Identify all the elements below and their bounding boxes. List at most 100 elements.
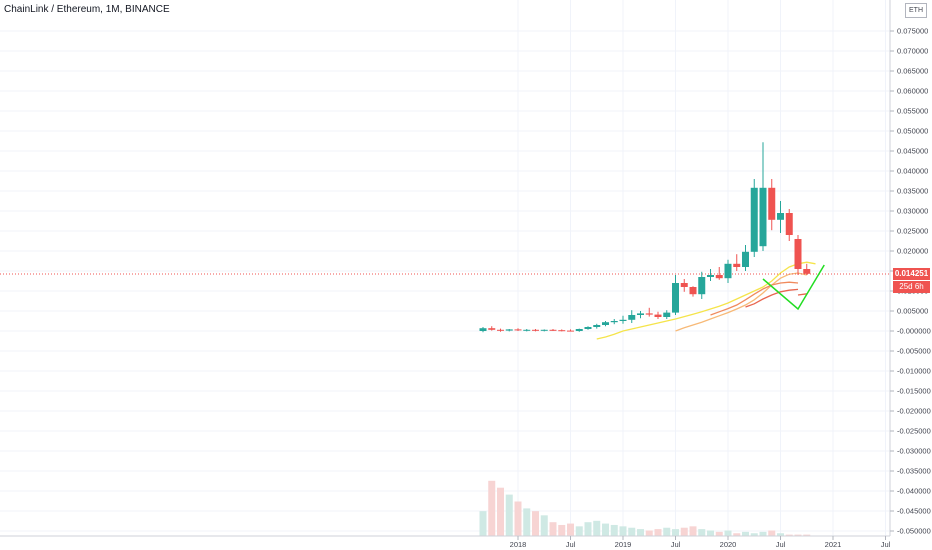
candle-body	[663, 312, 671, 317]
candle	[750, 179, 758, 257]
volume-bar	[602, 523, 609, 536]
volume-bar	[698, 529, 706, 536]
volume-bar	[777, 533, 784, 536]
volume-bar	[584, 522, 592, 536]
candle	[645, 307, 653, 317]
candle	[759, 142, 767, 251]
candle-body	[619, 319, 627, 321]
candle-body	[558, 330, 566, 332]
volume-bar	[497, 487, 504, 536]
candle-body	[523, 329, 531, 331]
volume-bar	[479, 511, 487, 536]
volume-bar	[654, 529, 662, 536]
volume-bar	[742, 531, 749, 536]
volume-bar	[680, 527, 688, 536]
candle-body	[777, 213, 784, 220]
candle-body	[768, 187, 776, 220]
candle-body	[742, 251, 749, 267]
candle-body	[803, 269, 811, 274]
price-tick-label: 0.075000	[897, 27, 928, 36]
price-tick-label: -0.000000	[897, 327, 931, 336]
price-tick-label: 0.040000	[897, 167, 928, 176]
candle-body	[672, 283, 679, 313]
volume-bar	[619, 526, 627, 536]
volume-bar	[532, 511, 539, 536]
candle	[803, 263, 811, 275]
moving-average-line	[710, 281, 799, 316]
candle	[672, 275, 679, 315]
time-tick-label: 2018	[510, 540, 527, 549]
volume-bar	[488, 480, 496, 536]
volume-bar	[549, 522, 557, 536]
candle-body	[628, 315, 636, 320]
candle-body	[593, 325, 601, 327]
candle	[680, 279, 688, 292]
price-tick-label: 0.055000	[897, 107, 928, 116]
time-tick-label: Jul	[776, 540, 786, 549]
time-tick-label: Jul	[881, 540, 891, 549]
time-tick-label: Jul	[566, 540, 576, 549]
price-scale[interactable]: 0.075000 0.070000 0.065000 0.060000 0.055000…	[890, 27, 931, 536]
volume-bar	[707, 530, 714, 536]
price-tick-label: -0.010000	[897, 367, 931, 376]
candle-body	[610, 321, 618, 323]
price-tick-label: 0.070000	[897, 47, 928, 56]
bar-countdown-tag: 25d 6h	[893, 281, 930, 293]
volume-bar	[768, 530, 776, 536]
price-tick-label: 0.020000	[897, 247, 928, 256]
candle-body	[750, 187, 758, 252]
candle-body	[514, 329, 522, 331]
candle	[602, 321, 609, 327]
candle-body	[759, 187, 767, 247]
volume-bar	[628, 527, 636, 536]
candle-body	[715, 275, 723, 279]
candle-body	[602, 322, 609, 325]
candle	[619, 315, 627, 324]
candle-body	[733, 263, 741, 267]
candle-body	[532, 329, 539, 331]
time-tick-label: 2019	[615, 540, 632, 549]
candle-body	[785, 213, 793, 235]
candle	[532, 329, 539, 332]
candle	[794, 235, 802, 275]
price-tick-label: 0.030000	[897, 207, 928, 216]
price-tick-label: 0.005000	[897, 307, 928, 316]
candle	[663, 310, 671, 319]
volume-bar	[610, 524, 618, 536]
volume-bar	[750, 533, 758, 536]
candle	[777, 201, 784, 233]
time-scale[interactable]: 2018 Jul 2019 Jul 2020 Jul 2021 Jul	[510, 536, 891, 549]
candle-body	[540, 329, 548, 331]
candle	[540, 329, 548, 332]
candle-body	[488, 328, 496, 330]
price-tick-label: -0.005000	[897, 347, 931, 356]
candle	[567, 329, 574, 332]
volume-bar	[759, 531, 767, 536]
candle-body	[707, 275, 714, 277]
moving-average-line	[675, 272, 807, 332]
time-tick-label: Jul	[671, 540, 681, 549]
volume-bar	[794, 534, 802, 536]
price-tick-label: -0.030000	[897, 447, 931, 456]
candle	[698, 271, 706, 299]
candle	[523, 329, 531, 332]
price-tick-label: -0.040000	[897, 487, 931, 496]
moving-average-line	[797, 293, 807, 296]
price-tick-label: -0.020000	[897, 407, 931, 416]
candle-body	[794, 239, 802, 269]
volume-bar	[803, 534, 811, 536]
candles[interactable]	[479, 142, 811, 333]
volume-bar	[733, 533, 741, 536]
time-tick-label: 2021	[825, 540, 842, 549]
price-tick-label: 0.035000	[897, 187, 928, 196]
candle	[742, 245, 749, 271]
currency-label[interactable]: ETH	[905, 3, 927, 18]
candle	[488, 326, 496, 331]
volume-bar	[637, 529, 644, 536]
time-tick-label: 2020	[720, 540, 737, 549]
moving-average-line	[745, 288, 799, 308]
candle-body	[637, 313, 644, 315]
volume-bar	[558, 524, 566, 536]
candle	[593, 323, 601, 329]
